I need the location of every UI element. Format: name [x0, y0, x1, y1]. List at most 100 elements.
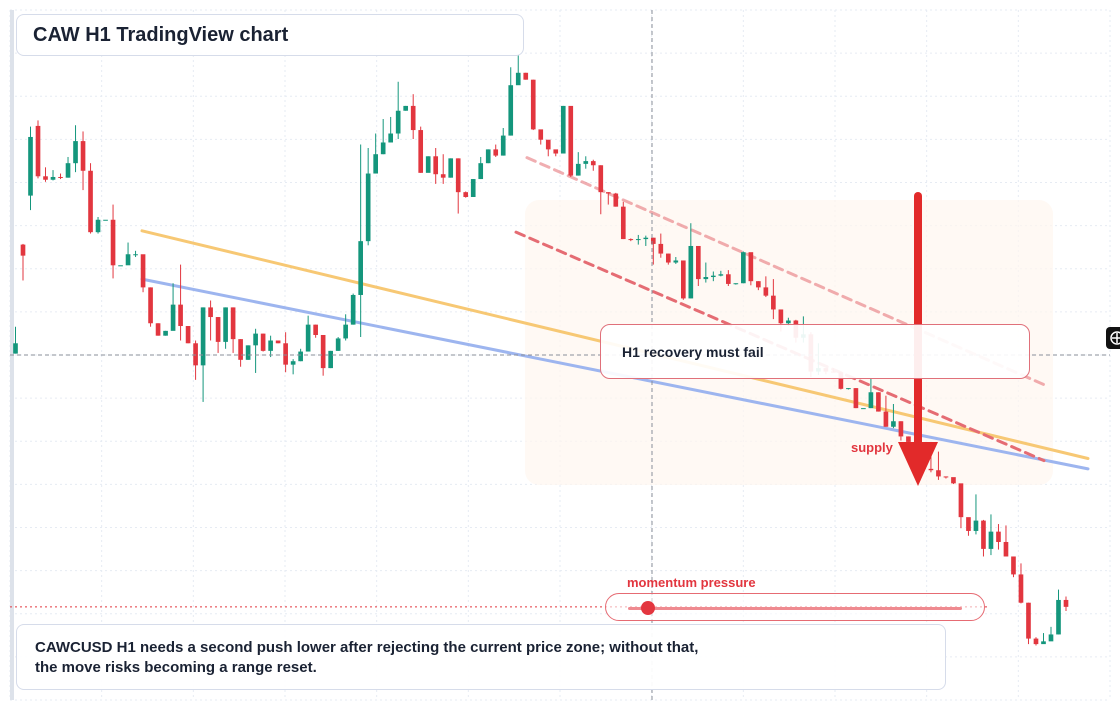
- candle: [718, 270, 724, 277]
- candle: [876, 392, 881, 412]
- candle: [238, 339, 243, 367]
- candle: [170, 283, 176, 331]
- candle: [268, 335, 273, 358]
- candle-body: [981, 520, 986, 549]
- candle: [43, 167, 48, 182]
- candle: [1048, 626, 1054, 642]
- candle: [125, 242, 131, 266]
- candle-body: [463, 192, 469, 197]
- candle-body: [508, 85, 514, 136]
- candle: [1018, 563, 1024, 604]
- candle-body: [350, 294, 356, 325]
- candle-body: [658, 243, 664, 254]
- candle: [695, 245, 701, 286]
- candle-body: [185, 326, 191, 344]
- candle-body: [553, 149, 559, 154]
- candle-body: [388, 133, 394, 143]
- candle: [290, 359, 296, 375]
- candle: [103, 219, 108, 221]
- candle: [500, 127, 506, 156]
- candle: [515, 54, 521, 86]
- candle: [395, 81, 401, 140]
- candle: [853, 388, 859, 409]
- candle-body: [560, 105, 566, 154]
- candle-body: [13, 343, 18, 354]
- candle-body: [846, 388, 851, 390]
- candle: [28, 126, 33, 211]
- momentum-knob[interactable]: [641, 601, 656, 615]
- candle: [110, 204, 116, 279]
- candle: [155, 323, 161, 336]
- candle: [1033, 637, 1039, 646]
- candle-body: [425, 156, 431, 173]
- candle: [245, 345, 251, 360]
- candle: [275, 340, 281, 344]
- candle: [605, 192, 611, 205]
- candle: [478, 156, 484, 180]
- candle-body: [718, 274, 724, 276]
- candle: [748, 252, 754, 286]
- candle-body: [313, 324, 318, 335]
- candle-body: [245, 345, 251, 360]
- candle: [403, 105, 409, 111]
- candle: [966, 517, 971, 536]
- candle-body: [973, 520, 979, 531]
- candle-body: [598, 165, 604, 193]
- candle: [628, 238, 634, 242]
- candle-body: [478, 163, 484, 180]
- candle-body: [996, 531, 1001, 542]
- momentum-track-line: [628, 607, 962, 610]
- candle: [1056, 589, 1061, 635]
- candle-body: [170, 304, 176, 331]
- candle: [673, 257, 679, 264]
- candle-body: [335, 338, 341, 351]
- candle: [305, 315, 311, 352]
- candle: [891, 403, 896, 429]
- candle-body: [298, 351, 303, 362]
- candle-body: [695, 245, 701, 280]
- candle-body: [1033, 638, 1039, 645]
- momentum-pressure-slider[interactable]: [605, 593, 985, 621]
- analysis-line-1: CAWCUSD H1 needs a second push lower aft…: [35, 639, 699, 656]
- candle: [485, 149, 491, 164]
- candle: [981, 519, 986, 557]
- candle-body: [1041, 641, 1046, 645]
- candle: [425, 156, 431, 173]
- candle-body: [943, 476, 949, 478]
- candle: [973, 494, 979, 535]
- candle-body: [28, 136, 33, 196]
- candle-body: [741, 252, 746, 284]
- candle-body: [530, 79, 536, 130]
- candle: [95, 217, 101, 234]
- candle: [868, 378, 874, 409]
- candle: [118, 265, 123, 267]
- candle-body: [643, 237, 649, 240]
- crosshair-icon[interactable]: [1106, 327, 1120, 349]
- candle-body: [470, 179, 476, 197]
- candle-body: [673, 260, 679, 263]
- candle-body: [538, 129, 544, 140]
- candle: [650, 237, 656, 265]
- candle-body: [583, 161, 589, 164]
- candle: [208, 300, 213, 341]
- candle-body: [275, 340, 281, 344]
- candle: [613, 192, 619, 207]
- candle-body: [343, 324, 348, 339]
- candle: [335, 337, 341, 351]
- down-arrow-icon: [898, 192, 938, 486]
- candle: [996, 524, 1001, 550]
- candle-body: [590, 161, 596, 166]
- candle: [223, 307, 228, 349]
- candle: [65, 156, 71, 178]
- candle: [508, 67, 514, 136]
- candle: [523, 72, 529, 80]
- candle: [988, 514, 994, 556]
- candle: [703, 262, 709, 283]
- candle: [283, 332, 288, 373]
- candle: [215, 317, 221, 353]
- candle-body: [613, 193, 619, 207]
- candle: [545, 139, 551, 157]
- candle-body: [898, 421, 904, 437]
- candle: [635, 234, 641, 245]
- candle-body: [711, 275, 716, 278]
